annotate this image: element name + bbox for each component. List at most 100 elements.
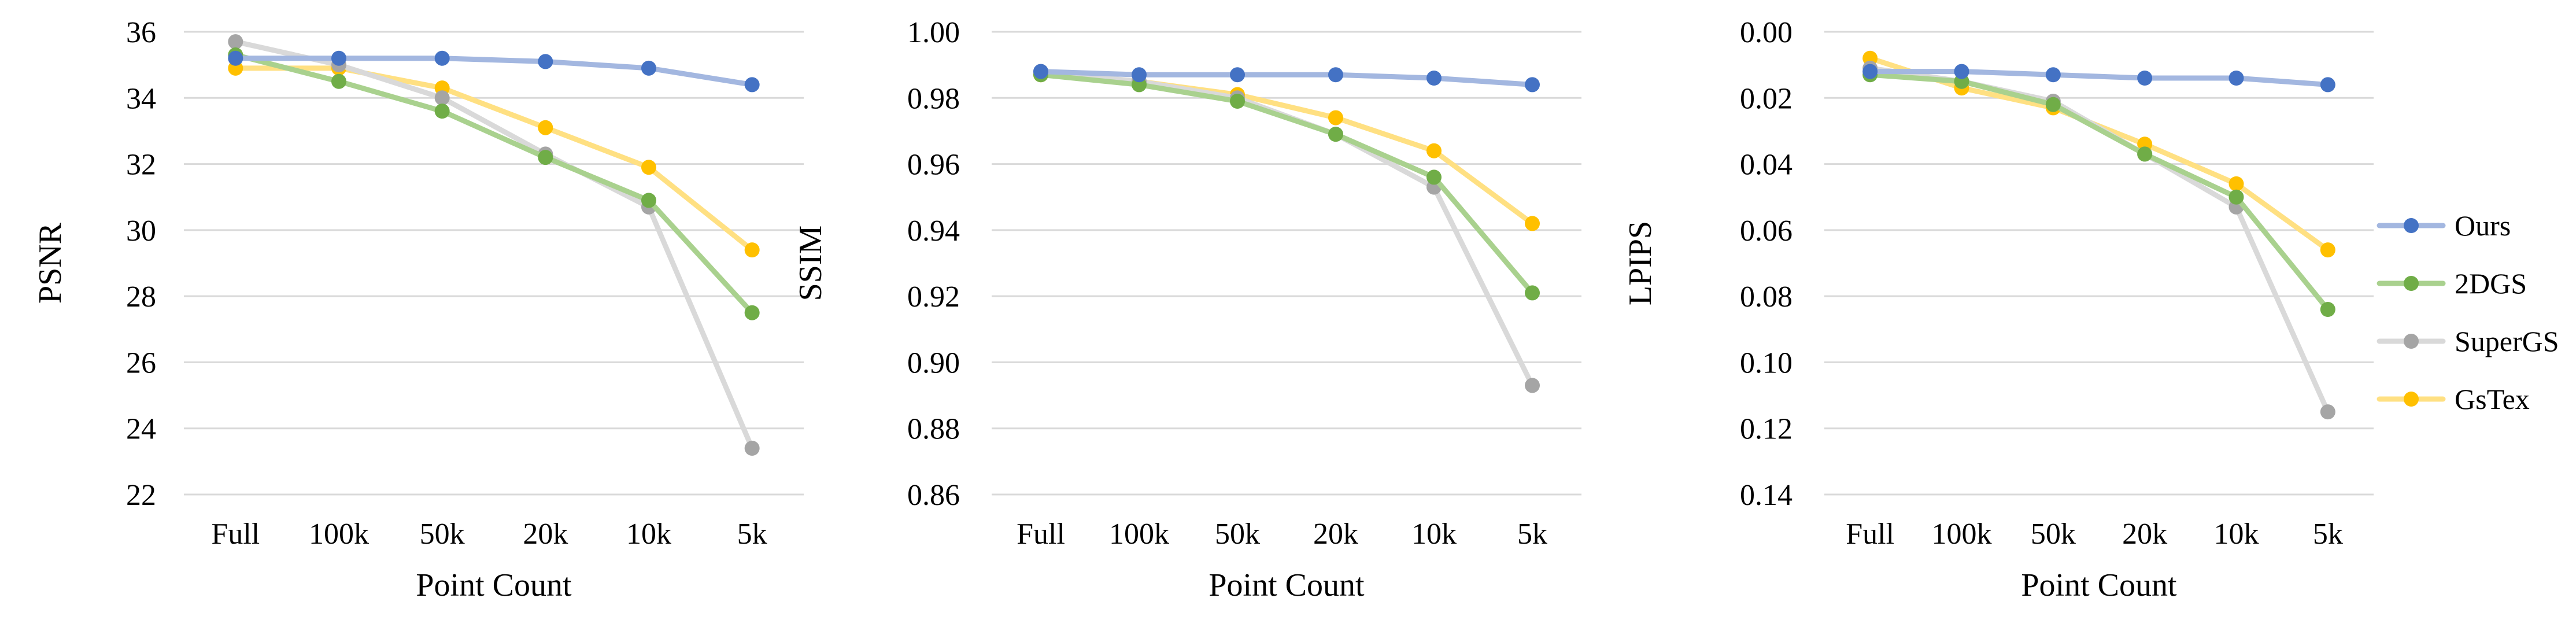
series-line <box>1038 72 1535 296</box>
x-tick-label: 5k <box>737 518 767 551</box>
x-tick-label: Full <box>1846 518 1894 551</box>
data-point <box>641 193 656 208</box>
y-tick-label: 34 <box>126 82 156 115</box>
data-point <box>1230 94 1245 109</box>
y-tick-label: 0.10 <box>1740 346 1793 379</box>
data-point <box>1525 285 1540 301</box>
series-line <box>232 65 755 253</box>
data-point <box>1132 67 1147 83</box>
legend-label: GsTex <box>2455 383 2530 415</box>
series-line <box>1867 72 2331 312</box>
y-tick-label: 0.14 <box>1740 479 1793 512</box>
legend-item-supergs: SuperGS <box>2377 325 2559 357</box>
data-point <box>331 73 346 89</box>
data-point <box>1525 216 1540 231</box>
series-line <box>1038 69 1535 87</box>
y-axis-title: PSNR <box>32 222 68 304</box>
legend-marker <box>2404 392 2419 407</box>
y-tick-label: 0.08 <box>1740 281 1793 313</box>
data-point <box>1954 64 1969 79</box>
x-tick-label: Full <box>1017 518 1065 551</box>
y-tick-label: 36 <box>126 16 156 49</box>
data-point <box>2320 77 2335 93</box>
series-gstex <box>228 60 760 258</box>
data-point <box>744 242 760 258</box>
data-point <box>2045 97 2061 112</box>
data-point <box>1525 378 1540 393</box>
y-tick-label: 0.90 <box>907 346 960 379</box>
data-point <box>1033 64 1048 79</box>
y-axis-title: SSIM <box>793 226 829 301</box>
data-point <box>434 90 450 106</box>
data-point <box>434 50 450 66</box>
data-point <box>2137 146 2153 162</box>
y-tick-label: 0.06 <box>1740 215 1793 248</box>
data-point <box>1426 143 1442 158</box>
x-axis-title: Point Count <box>416 567 572 603</box>
data-point <box>538 54 553 69</box>
legend: Ours 2DGS SuperGS GsTex <box>2377 209 2559 415</box>
data-point <box>1862 64 1878 79</box>
data-point <box>1328 110 1343 126</box>
data-point <box>538 150 553 165</box>
series-supergs <box>1033 64 1540 393</box>
series-ours <box>1033 64 1540 93</box>
x-tick-label: 20k <box>523 518 568 551</box>
data-point <box>1328 127 1343 142</box>
legend-marker <box>2404 334 2419 349</box>
legend-label: SuperGS <box>2455 325 2559 357</box>
series-ours <box>228 50 760 93</box>
x-axis-title: Point Count <box>2021 567 2177 603</box>
data-point <box>744 77 760 93</box>
data-point <box>538 120 553 135</box>
data-point <box>434 104 450 119</box>
x-tick-label: 10k <box>1411 518 1457 551</box>
data-point <box>228 34 243 50</box>
y-tick-label: 28 <box>126 281 156 313</box>
data-point <box>2228 189 2244 205</box>
data-point <box>1426 169 1442 185</box>
x-tick-label: 5k <box>1517 518 1547 551</box>
x-tick-label: 20k <box>1313 518 1358 551</box>
data-point <box>228 50 243 66</box>
series-line <box>232 39 755 451</box>
x-tick-label: 50k <box>2031 518 2076 551</box>
x-tick-label: 100k <box>309 518 369 551</box>
y-tick-label: 1.00 <box>907 16 960 49</box>
data-point <box>641 160 656 175</box>
data-point <box>1230 67 1245 83</box>
x-tick-label: 50k <box>420 518 465 551</box>
legend-item-gstex: GsTex <box>2377 383 2530 415</box>
y-tick-label: 30 <box>126 215 156 248</box>
chart-panel-psnr: 22 24 26 28 30 32 34 36 Full 100k 50k 20k 10k 5k Point… <box>32 16 804 603</box>
x-tick-label: 20k <box>2122 518 2167 551</box>
chart-panel-lpips: 0.00 0.02 0.04 0.06 0.08 0.10 0.12 0.14 Full 100k… <box>1623 16 2374 603</box>
x-tick-label: 5k <box>2313 518 2343 551</box>
data-point <box>2137 71 2153 86</box>
data-point <box>2045 67 2061 83</box>
data-point <box>2228 176 2244 191</box>
data-point <box>2228 71 2244 86</box>
y-tick-label: 0.12 <box>1740 413 1793 446</box>
y-tick-label: 24 <box>126 413 156 446</box>
y-tick-label: 0.96 <box>907 149 960 182</box>
y-axis-title: LPIPS <box>1623 221 1658 305</box>
legend-label: 2DGS <box>2455 267 2527 300</box>
y-tick-label: 0.00 <box>1740 16 1793 49</box>
series-2dgs <box>1033 67 1540 301</box>
series-2dgs <box>1862 67 2335 317</box>
series-line <box>232 52 755 316</box>
y-tick-label: 0.86 <box>907 479 960 512</box>
y-tick-label: 0.88 <box>907 413 960 446</box>
legend-item-ours: Ours <box>2377 209 2511 242</box>
series-ours <box>1862 64 2335 93</box>
data-point <box>331 50 346 66</box>
legend-marker <box>2404 218 2419 233</box>
data-point <box>744 305 760 320</box>
legend-marker <box>2404 276 2419 291</box>
y-tick-label: 32 <box>126 149 156 182</box>
y-tick-label: 0.92 <box>907 281 960 313</box>
data-point <box>2320 404 2335 420</box>
data-point <box>1328 67 1343 83</box>
